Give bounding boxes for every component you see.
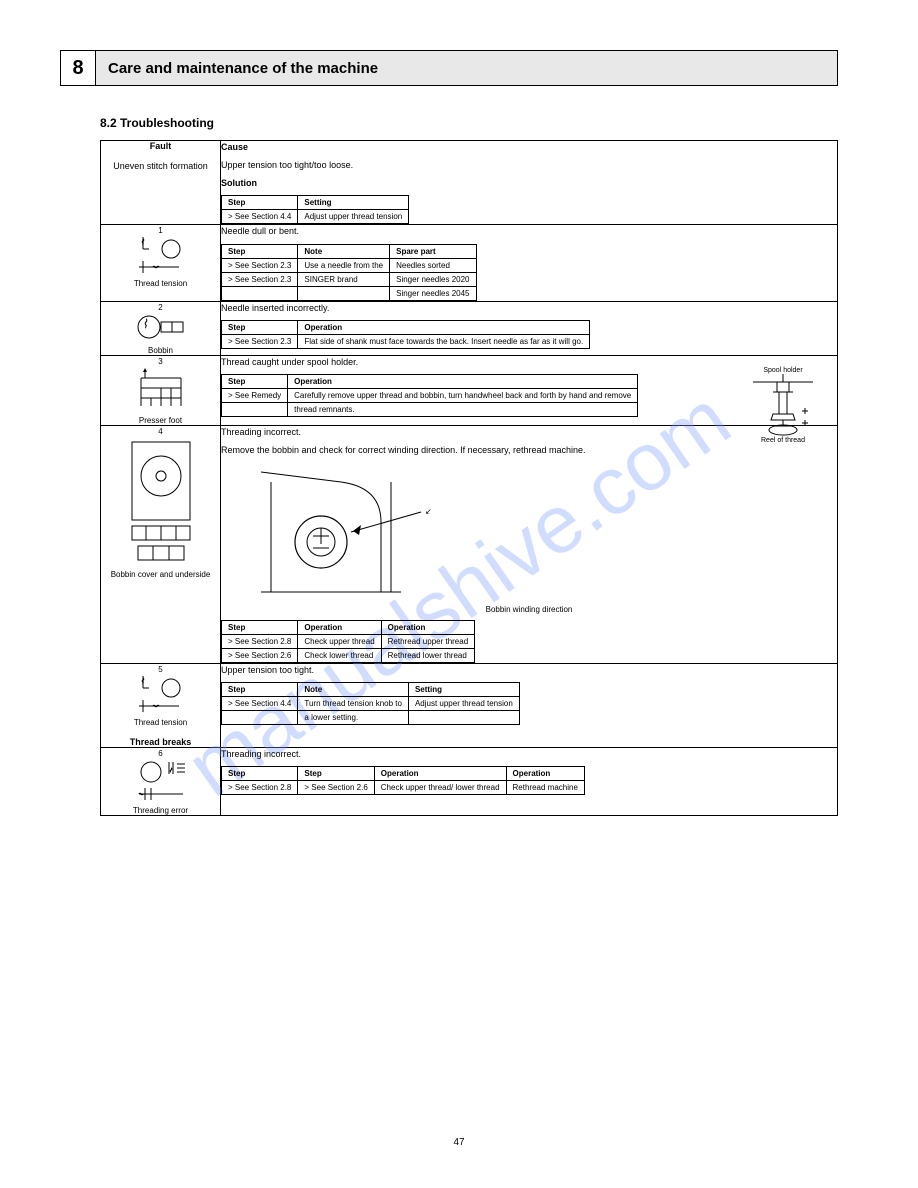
step-3-num: 3 [158,357,162,366]
row1-right: Cause Upper tension too tight/too loose.… [221,141,838,225]
row5-left: 4 Bobbin cover and underside [101,425,221,663]
bobbin-icon [131,312,191,342]
row2-right: Needle dull or bent. StepNoteSpare part … [221,225,838,301]
row5-right: Threading incorrect. Remove the bobbin a… [221,425,838,663]
row2-inner: StepNoteSpare part > See Section 2.3Use … [221,244,477,301]
winding-arrow-label: ↙ [425,507,432,516]
thread-tension-icon-2 [131,674,191,714]
step-1-num: 1 [158,226,162,235]
row3-cause: Needle inserted incorrectly. [221,302,837,314]
section-title: 8.2 Troubleshooting [100,116,838,130]
row4-inner: StepOperation > See RemedyCarefully remo… [221,374,638,417]
solution-heading: Solution [221,178,257,188]
row5-cause: Threading incorrect. [221,426,837,438]
row7-cause: Threading incorrect. [221,748,837,760]
row7-left: 6 Threading error [101,747,221,815]
step-5-caption: Thread tension [101,718,220,727]
bobbin-direction-illustration: ↙ Bobbin winding direction [221,462,837,614]
row5-inner: StepOperationOperation > See Section 2.8… [221,620,475,663]
step-6-caption: Threading error [101,806,220,815]
row1-left: Fault Uneven stitch formation [101,141,221,225]
row2-left: 1 Thread tension [101,225,221,301]
step-5-num: 5 [158,665,162,674]
step-1-caption: Thread tension [101,279,220,288]
winding-dir-label: Bobbin winding direction [221,605,837,614]
row2-cause: Needle dull or bent. [221,225,837,237]
step-4-caption: Bobbin cover and underside [101,570,220,579]
row6-cause: Upper tension too tight. [221,664,837,676]
thread-tension-icon [131,235,191,275]
row1-cause: Upper tension too tight/too loose. [221,159,837,171]
row3-left: 2 Bobbin [101,301,221,355]
row4-right: Thread caught under spool holder. StepOp… [221,355,838,425]
step-2-num: 2 [158,303,162,312]
row3-right: Needle inserted incorrectly. StepOperati… [221,301,838,355]
presser-foot-icon [131,366,191,412]
step-6-num: 6 [158,749,162,758]
troubleshooting-table: Fault Uneven stitch formation Cause Uppe… [100,140,838,816]
chapter-title: Care and maintenance of the machine [96,50,838,86]
step-4-num: 4 [158,427,162,436]
row1-inner: StepSetting > See Section 4.4Adjust uppe… [221,195,409,224]
row5-remedy: Remove the bobbin and check for correct … [221,444,837,456]
spool-holder-label: Spool holder [763,367,803,374]
fault-text-1: Uneven stitch formation [113,161,208,171]
row6-inner: StepNoteSetting > See Section 4.4Turn th… [221,682,520,725]
threading-error-icon [131,758,191,802]
row7-right: Threading incorrect. StepStepOperationOp… [221,747,838,815]
row6-right: Upper tension too tight. StepNoteSetting… [221,663,838,747]
cause-heading: Cause [221,142,248,152]
fault-text-2: Thread breaks [130,737,192,747]
header-bar: 8 Care and maintenance of the machine [60,50,838,86]
row6-left: 5 Thread tension Thread breaks [101,663,221,747]
step-2-caption: Bobbin [101,346,220,355]
row3-inner: StepOperation > See Section 2.3Flat side… [221,320,590,349]
row4-left: 3 Presser foot [101,355,221,425]
bobbin-cover-icon [126,436,196,566]
row7-inner: StepStepOperationOperation > See Section… [221,766,585,795]
chapter-num: 8 [60,50,96,86]
page-number: 47 [453,1137,464,1148]
fault-heading: Fault [150,141,172,151]
step-3-caption: Presser foot [101,416,220,425]
